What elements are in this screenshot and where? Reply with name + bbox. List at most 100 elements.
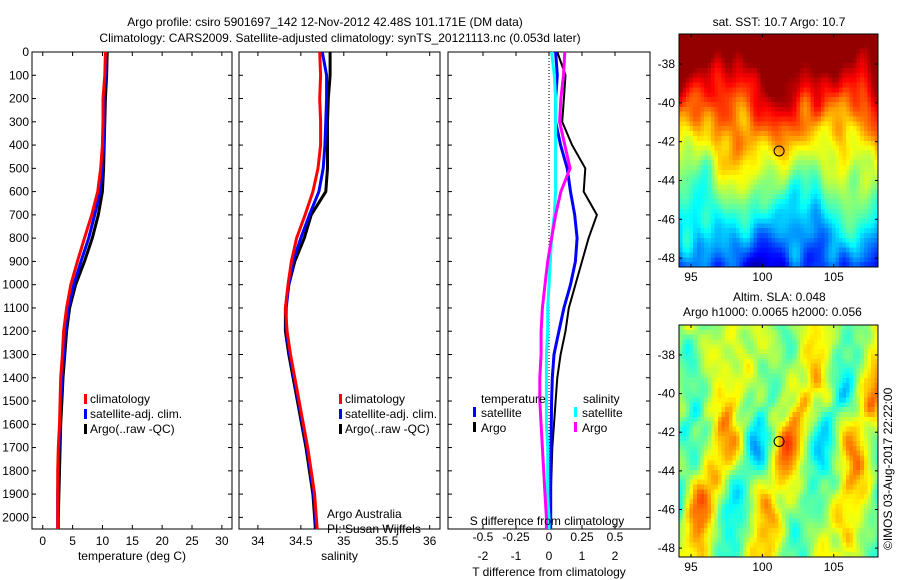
series-line-salinity-argo	[538, 51, 572, 529]
x-tick-label: 20	[155, 534, 169, 548]
sst-map-title: sat. SST: 10.7 Argo: 10.7	[713, 15, 846, 29]
legend-swatch	[339, 424, 342, 434]
axes-box	[678, 33, 879, 268]
sla-map-title-2: Argo h1000: 0.0065 h2000: 0.056	[683, 305, 862, 319]
legend-swatch	[574, 407, 577, 417]
legend-label: satellite-adj. clim.	[345, 407, 437, 421]
profile-panel-2	[238, 51, 441, 530]
lon-tick-label: 95	[684, 560, 698, 574]
x2-tick-label: 0	[546, 530, 553, 544]
legend-swatch	[339, 409, 342, 419]
y-tick-label: 2000	[2, 510, 29, 524]
lat-tick-label: -44	[658, 173, 676, 187]
lat-tick-label: -42	[658, 135, 676, 149]
series-line-climatology	[283, 51, 323, 530]
legend-swatch	[339, 394, 342, 404]
lon-tick-label: 105	[824, 560, 844, 574]
legend-label: satellite	[582, 406, 623, 420]
y-tick-label: 1000	[2, 278, 29, 292]
y-tick-label: 1200	[2, 324, 29, 338]
lat-tick-label: -38	[658, 57, 676, 71]
lat-tick-label: -40	[658, 96, 676, 110]
lat-tick-label: -46	[658, 212, 676, 226]
title-line-1: Argo profile: csiro 5901697_142 12-Nov-2…	[127, 15, 523, 29]
y-tick-label: 1700	[2, 441, 29, 455]
y-tick-label: 900	[9, 254, 29, 268]
y-tick-label: 700	[9, 208, 29, 222]
x2-tick-label: 0.25	[570, 530, 594, 544]
lon-tick-label: 105	[824, 270, 844, 284]
y-tick-label: 0	[22, 45, 29, 59]
legend-label: Argo	[582, 421, 608, 435]
axes-box	[678, 324, 879, 558]
y-tick-label: 500	[9, 161, 29, 175]
y-tick-label: 1600	[2, 417, 29, 431]
argo-position-marker	[773, 435, 785, 447]
x-tick-label: 2	[612, 549, 619, 563]
legend-label: Argo	[481, 421, 507, 435]
lon-tick-label: 95	[684, 270, 698, 284]
y-tick-label: 400	[9, 138, 29, 152]
legend-label: satellite	[481, 406, 522, 420]
x-tick-label: -2	[478, 549, 489, 563]
legend-title-temperature: temperature	[481, 392, 546, 406]
series-line-climatology	[56, 51, 107, 529]
legend-label: climatology	[90, 392, 150, 406]
legend-swatch	[574, 422, 577, 432]
lat-tick-label: -38	[658, 348, 676, 362]
legend-label: Argo(..raw -QC)	[345, 422, 430, 436]
legend-swatch	[84, 409, 87, 419]
x2-tick-label: -0.5	[473, 530, 494, 544]
series-line-salinity-satellite	[544, 51, 558, 529]
x-tick-label: 1	[579, 549, 586, 563]
y-tick-label: 1800	[2, 464, 29, 478]
x-tick-label: 5	[69, 534, 76, 548]
legend-swatch	[473, 422, 476, 432]
x-axis-label: temperature (deg C)	[78, 549, 186, 563]
lon-tick-label: 100	[752, 270, 772, 284]
x-tick-label: -1	[511, 549, 522, 563]
x-tick-label: 35	[337, 534, 351, 548]
x-tick-label: 30	[215, 534, 229, 548]
sla-map-image	[679, 325, 878, 557]
x2-tick-label: 0.5	[607, 530, 624, 544]
legend-swatch	[84, 394, 87, 404]
legend-swatch	[473, 407, 476, 417]
y-tick-label: 600	[9, 185, 29, 199]
lat-tick-label: -48	[658, 251, 676, 265]
x-axis-label: T difference from climatology	[472, 565, 626, 579]
lat-tick-label: -46	[658, 502, 676, 516]
lat-tick-label: -40	[658, 387, 676, 401]
y-tick-label: 1900	[2, 487, 29, 501]
legend-label: climatology	[345, 392, 405, 406]
x2-axis-label: S difference from climatology	[470, 514, 625, 528]
series-line-temperature-satellite	[549, 51, 579, 529]
legend-label: satellite-adj. clim.	[90, 407, 182, 421]
x-tick-label: 10	[96, 534, 110, 548]
y-tick-label: 200	[9, 92, 29, 106]
x-tick-label: 34	[251, 534, 265, 548]
x-tick-label: 36	[423, 534, 437, 548]
legend-label: Argo(..raw -QC)	[90, 422, 175, 436]
lat-tick-label: -42	[658, 425, 676, 439]
lat-tick-label: -48	[658, 541, 676, 555]
sst-map-image	[679, 34, 878, 267]
sla-map-axes	[678, 324, 879, 558]
y-tick-label: 800	[9, 231, 29, 245]
x-tick-label: 15	[126, 534, 140, 548]
axes-box	[238, 51, 441, 530]
y-tick-label: 1100	[3, 301, 29, 315]
lat-tick-label: -44	[658, 464, 676, 478]
x-tick-label: 0	[546, 549, 553, 563]
legend-swatch	[84, 424, 87, 434]
y-tick-label: 1500	[2, 394, 29, 408]
legend-title-salinity: salinity	[583, 392, 620, 406]
series-line-satellite-adj-clim-	[56, 51, 109, 529]
sst-map-axes	[678, 33, 879, 268]
x2-tick-label: -0.25	[502, 530, 530, 544]
y-tick-label: 1400	[2, 371, 29, 385]
series-line-argo-raw-qc-	[56, 51, 109, 529]
x-axis-label: salinity	[321, 549, 358, 563]
lon-tick-label: 100	[752, 560, 772, 574]
